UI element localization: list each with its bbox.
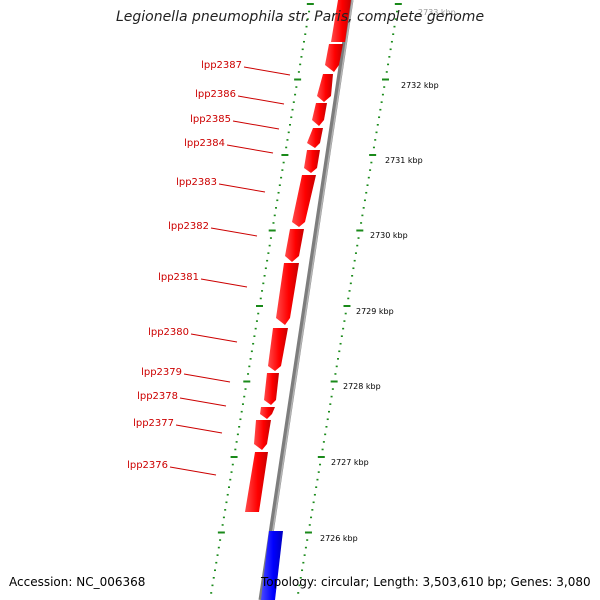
reverse-gene: [261, 531, 283, 600]
topology-summary: Topology: circular; Length: 3,503,610 bp…: [261, 575, 591, 589]
gene-arrow-lpp2386: [317, 74, 333, 102]
gene-arrow-lpp2382: [292, 175, 316, 227]
map-title: Legionella pneumophila str. Paris, compl…: [115, 9, 485, 25]
gene-label: lpp2379: [141, 367, 182, 378]
tick-row-outer: [297, 3, 402, 594]
scale-label: 2726 kbp: [320, 534, 358, 543]
scale-label: 2732 kbp: [401, 81, 439, 90]
gene-arrow-lpp2387: [325, 44, 343, 72]
gene-label: lpp2384: [184, 138, 225, 149]
gene-label: lpp2386: [195, 89, 236, 100]
gene-label: lpp2378: [137, 391, 178, 402]
gene-arrow-lpp2385: [312, 103, 327, 126]
gene-arrow-lpp2379: [268, 328, 288, 371]
gene-label-lines: [169, 66, 291, 476]
scale-label: 2731 kbp: [385, 156, 423, 165]
gene-labels: lpp2387 lpp2386 lpp2385 lpp2384 lpp2383 …: [127, 60, 242, 471]
gene-label: lpp2377: [133, 418, 174, 429]
gene-label: lpp2383: [176, 177, 217, 188]
gene-label: lpp2380: [148, 327, 189, 338]
gene-label: lpp2376: [127, 460, 168, 471]
gene-arrow-lpp2380: [276, 263, 299, 325]
accession-text: Accession: NC_006368: [9, 575, 146, 589]
scale-label: 2733 kbp: [418, 8, 456, 17]
scale-label: 2730 kbp: [370, 231, 408, 240]
gene-arrow-lpp2383: [304, 150, 320, 173]
gene-arrow-top: [331, 0, 351, 42]
scale-label: 2728 kbp: [343, 382, 381, 391]
forward-genes: [245, 0, 351, 512]
gene-arrow-bottom: [245, 452, 268, 512]
gene-arrow-lpp2381: [285, 229, 304, 262]
gene-arrow-lpp2384: [307, 128, 323, 148]
gene-arrow-lpp2376: [254, 420, 271, 450]
tick-row-inner: [210, 3, 314, 594]
gene-label: lpp2382: [168, 221, 209, 232]
backbone: [258, 0, 354, 600]
scale-label: 2729 kbp: [356, 307, 394, 316]
gene-label: lpp2381: [158, 272, 199, 283]
scale-label: 2727 kbp: [331, 458, 369, 467]
gene-label: lpp2387: [201, 60, 242, 71]
scale-labels: 2733 kbp 2732 kbp 2731 kbp 2730 kbp 2729…: [320, 8, 456, 543]
gene-arrow-lpp2378: [264, 373, 279, 405]
gene-label: lpp2385: [190, 114, 231, 125]
gene-arrow-lpp2377: [260, 407, 275, 419]
